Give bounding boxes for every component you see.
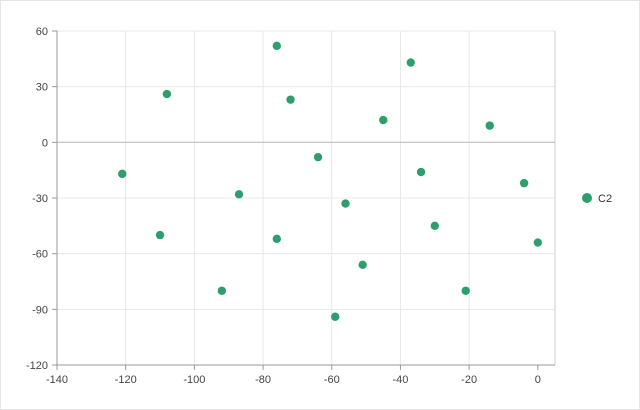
y-tick-label: -60 bbox=[32, 249, 48, 261]
legend[interactable]: C2 bbox=[582, 193, 612, 205]
y-tick-label: -30 bbox=[32, 193, 48, 205]
data-points bbox=[118, 41, 543, 321]
scatter-point[interactable] bbox=[519, 178, 529, 188]
scatter-point[interactable] bbox=[162, 89, 172, 99]
scatter-point[interactable] bbox=[533, 238, 543, 247]
x-axis-ticks: -140 -120 -100 -80 -60 -40 -20 0 bbox=[46, 365, 541, 386]
scatter-point[interactable] bbox=[272, 41, 282, 51]
y-tick-label: 30 bbox=[36, 82, 48, 94]
scatter-point[interactable] bbox=[286, 95, 295, 104]
scatter-point[interactable] bbox=[330, 312, 340, 321]
legend-marker bbox=[582, 193, 592, 203]
x-tick-label: -60 bbox=[324, 374, 340, 386]
x-tick-label: -120 bbox=[115, 374, 137, 386]
y-tick-label: -90 bbox=[32, 304, 48, 316]
y-axis-ticks: -120 -90 -60 -30 0 30 60 bbox=[26, 26, 57, 372]
scatter-point[interactable] bbox=[485, 121, 494, 130]
scatter-point[interactable] bbox=[430, 221, 439, 231]
scatter-point[interactable] bbox=[217, 286, 227, 295]
x-tick-label: -100 bbox=[183, 374, 205, 386]
scatter-point[interactable] bbox=[155, 230, 165, 240]
x-tick-label: -40 bbox=[392, 374, 408, 386]
y-tick-label: 0 bbox=[42, 137, 48, 149]
scatter-point[interactable] bbox=[313, 152, 323, 162]
scatter-point[interactable] bbox=[406, 58, 415, 67]
x-tick-label: -20 bbox=[461, 374, 477, 386]
scatter-point[interactable] bbox=[341, 199, 350, 208]
scatter-point[interactable] bbox=[461, 286, 470, 295]
scatter-point[interactable] bbox=[118, 169, 127, 179]
x-tick-label: 0 bbox=[535, 374, 541, 386]
grid-lines bbox=[56, 30, 555, 365]
scatter-point[interactable] bbox=[358, 260, 367, 269]
scatter-point[interactable] bbox=[234, 190, 244, 199]
x-tick-label: -140 bbox=[46, 374, 68, 386]
scatter-point[interactable] bbox=[379, 115, 388, 125]
x-tick-label: -80 bbox=[255, 374, 271, 386]
zero-lines bbox=[57, 31, 556, 365]
scatter-point[interactable] bbox=[416, 167, 426, 177]
legend-label: C2 bbox=[598, 193, 612, 205]
y-tick-label: 60 bbox=[36, 26, 48, 38]
y-tick-label: -120 bbox=[26, 360, 48, 372]
scatter-point[interactable] bbox=[272, 234, 282, 244]
